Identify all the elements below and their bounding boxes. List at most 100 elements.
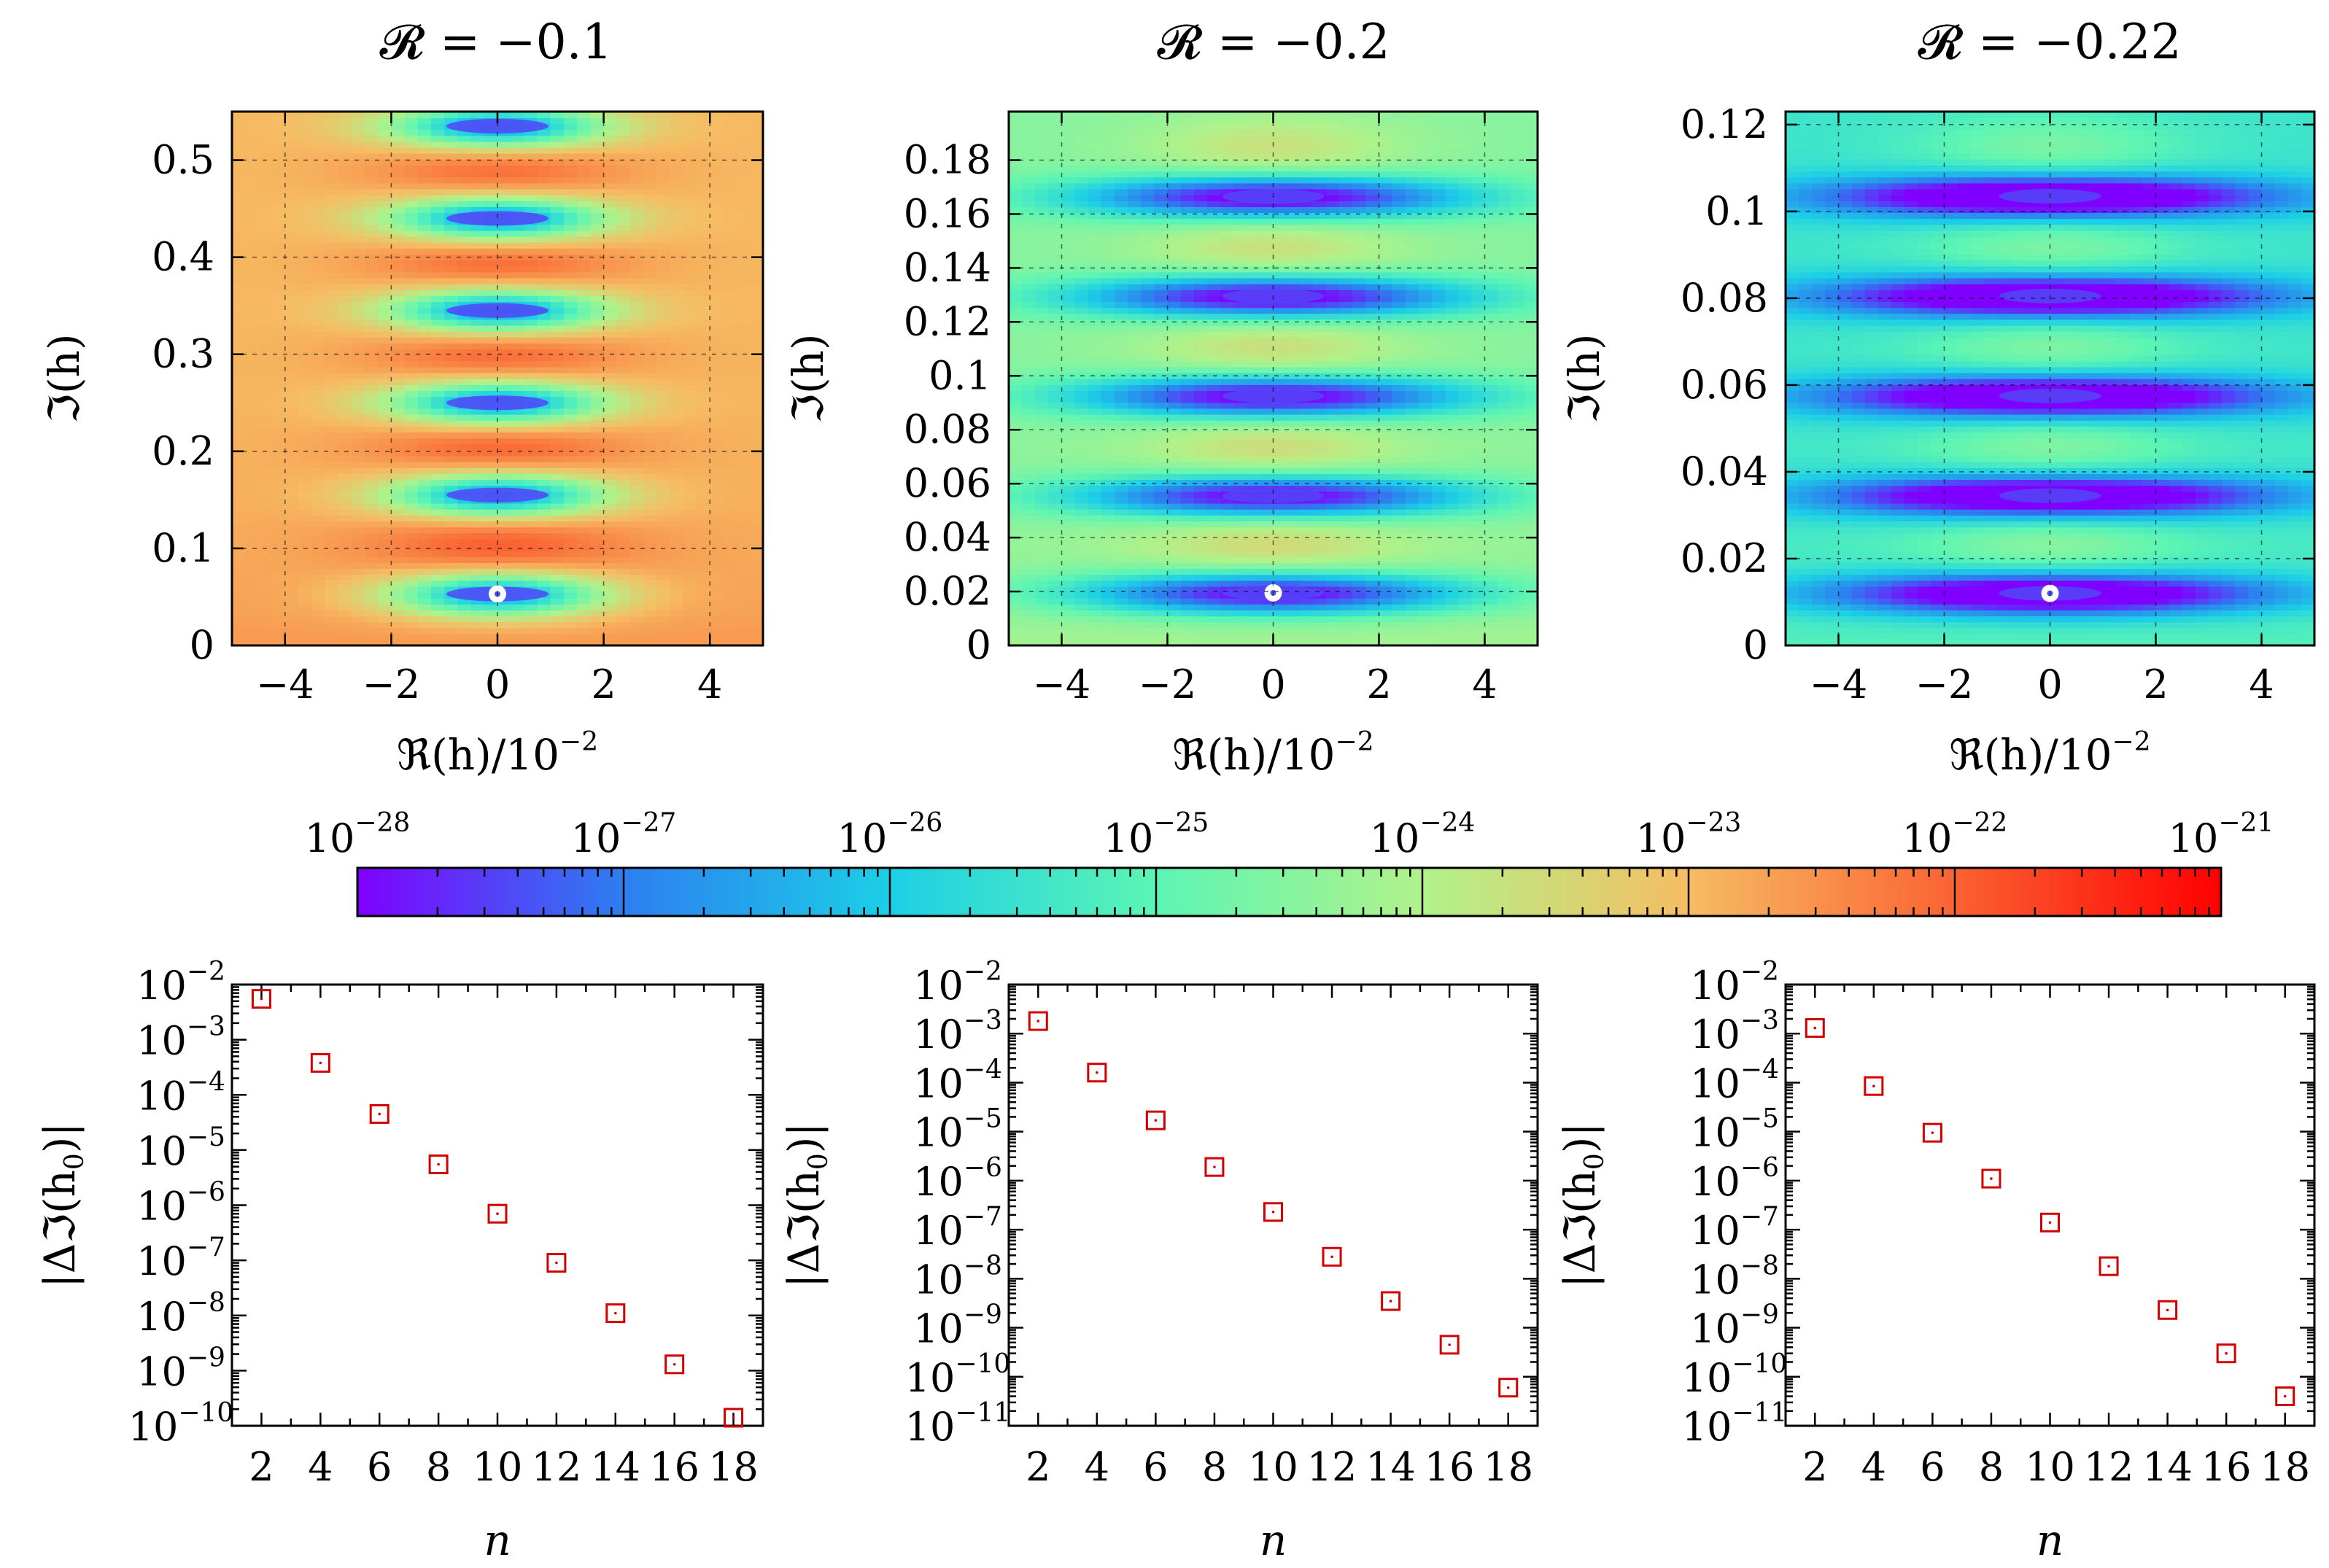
heatmap-cell <box>670 325 684 332</box>
heatmap-cell <box>1180 502 1195 510</box>
heatmap-cell <box>284 206 299 214</box>
heatmap-cell <box>271 396 286 403</box>
heatmap-cell <box>616 414 631 421</box>
heatmap-cell <box>444 165 459 172</box>
heatmap-cell <box>511 384 525 392</box>
heatmap-cell <box>1312 568 1327 575</box>
heatmap-cell <box>736 301 751 308</box>
heatmap-cell <box>697 485 710 492</box>
heatmap-cell <box>1115 550 1128 557</box>
heatmap-cell <box>271 165 286 172</box>
heatmap-cell <box>697 349 710 356</box>
heatmap-cell <box>1141 544 1155 551</box>
heatmap-cell <box>232 117 246 125</box>
heatmap-cell <box>351 479 365 486</box>
heatmap-cell <box>258 491 273 498</box>
heatmap-cell <box>1260 479 1274 486</box>
heatmap-cell <box>444 485 459 492</box>
heatmap-cell <box>1180 610 1195 617</box>
heatmap-cell <box>311 290 326 296</box>
heatmap-cell <box>391 379 406 385</box>
heatmap-cell <box>258 384 273 392</box>
heatmap-cell <box>351 438 365 445</box>
heatmap-cell <box>271 532 286 540</box>
heatmap-cell <box>511 194 525 201</box>
heatmap-cell <box>1115 562 1128 570</box>
heatmap-cell <box>311 544 326 551</box>
heatmap-cell <box>431 396 445 403</box>
heatmap-cell <box>271 283 286 290</box>
heatmap-cell <box>590 360 605 368</box>
heatmap-cell <box>1339 497 1354 504</box>
heatmap-cell <box>484 325 498 332</box>
heatmap-cell <box>511 502 525 510</box>
heatmap-cell <box>391 591 406 599</box>
heatmap-cell <box>656 574 671 581</box>
heatmap-cell <box>271 112 286 118</box>
heatmap-cell <box>431 165 445 172</box>
heatmap-cell <box>511 135 525 142</box>
heatmap-cell <box>484 597 498 605</box>
heatmap-cell <box>1511 574 1525 581</box>
heatmap-cell <box>1247 621 1261 629</box>
heatmap-cell <box>736 295 751 303</box>
heatmap-cell <box>603 123 618 131</box>
heatmap-cell <box>577 497 592 504</box>
heatmap-cell <box>311 129 326 136</box>
heatmap-cell <box>537 271 551 279</box>
heatmap-cell <box>417 230 432 237</box>
heatmap-cell <box>271 325 286 332</box>
heatmap-cell <box>444 343 459 350</box>
heatmap-cell <box>1405 616 1419 623</box>
heatmap-cell <box>723 176 737 184</box>
heatmap-cell <box>550 319 565 326</box>
heatmap-cell <box>417 212 432 220</box>
heatmap-cell <box>511 550 525 557</box>
heatmap-cell <box>391 112 406 118</box>
heatmap-cell <box>404 532 419 540</box>
heatmap-cell <box>378 621 392 629</box>
heatmap-cell <box>444 224 459 231</box>
heatmap-cell <box>656 165 671 172</box>
heatmap-cell <box>1484 532 1499 540</box>
heatmap-cell <box>1061 497 1076 504</box>
heatmap-cell <box>749 354 764 362</box>
heatmap-cell <box>1418 604 1433 610</box>
heatmap-cell <box>284 194 299 201</box>
heatmap-cell <box>311 467 326 474</box>
heatmap-cell <box>683 426 697 432</box>
heatmap-cell <box>1432 497 1446 504</box>
heatmap-cell <box>1101 491 1115 498</box>
heatmap-cell <box>564 112 578 118</box>
heatmap-cell <box>550 521 565 528</box>
heatmap-cell <box>537 485 551 492</box>
heatmap-cell <box>1392 562 1406 570</box>
heatmap-cell <box>245 366 260 373</box>
heatmap-cell <box>245 152 260 160</box>
heatmap-cell <box>1273 556 1287 563</box>
heatmap-cell <box>1074 639 1089 646</box>
heatmap-cell <box>1009 556 1023 563</box>
heatmap-cell <box>258 419 273 427</box>
heatmap-cell <box>232 360 246 368</box>
heatmap-cell <box>550 550 565 557</box>
heatmap-cell <box>577 372 592 379</box>
heatmap-cell <box>1299 627 1314 634</box>
heatmap-cell <box>710 432 724 439</box>
heatmap-cell <box>590 277 605 284</box>
heatmap-cell <box>1352 562 1367 570</box>
heatmap-cell <box>431 497 445 504</box>
heatmap-cell <box>1074 586 1089 593</box>
heatmap-cell <box>232 597 246 605</box>
heatmap-cell <box>1180 568 1195 575</box>
heatmap-cell <box>736 152 751 160</box>
heatmap-cell <box>1273 508 1287 516</box>
heatmap-cell <box>338 182 352 190</box>
heatmap-cell <box>616 366 631 373</box>
heatmap-cell <box>564 550 578 557</box>
heatmap-cell <box>630 515 644 521</box>
heatmap-cell <box>271 206 286 214</box>
heatmap-cell <box>1445 497 1460 504</box>
heatmap-cell <box>1048 556 1063 563</box>
heatmap-cell <box>338 176 352 184</box>
